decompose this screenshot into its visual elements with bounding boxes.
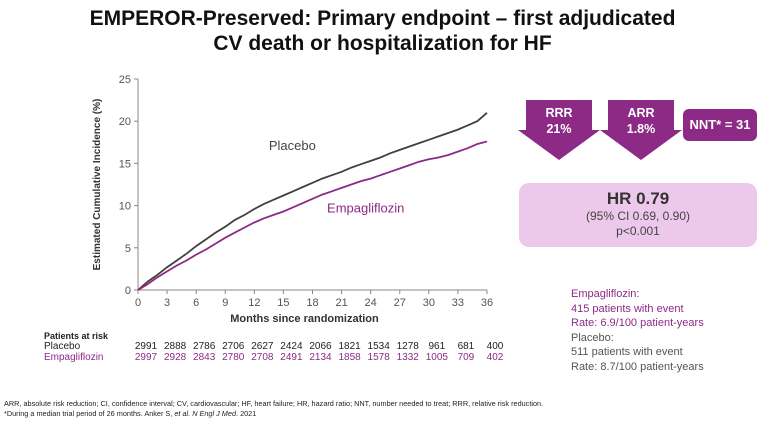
x-tick-label: 3 — [164, 297, 170, 309]
hazard-ratio-box: HR 0.79 (95% CI 0.69, 0.90) p<0.001 — [519, 183, 757, 247]
placebo-rate: Rate: 8.7/100 patient-years — [571, 360, 704, 373]
rrr-badge: RRR 21% — [518, 100, 600, 160]
risk-table-title: Patients at risk — [44, 331, 109, 341]
placebo-stats-label: Placebo: — [571, 331, 614, 344]
footnote-ref-journal: et al. N Engl J Med — [174, 409, 237, 418]
risk-cell: 681 — [457, 341, 475, 352]
risk-cell: 2134 — [309, 352, 332, 363]
series-line-placebo — [137, 112, 488, 291]
risk-cell: 1821 — [338, 341, 361, 352]
empa-stats-label: Empagliflozin: — [571, 288, 640, 300]
confidence-interval: (95% CI 0.69, 0.90) — [585, 209, 691, 223]
x-tick-label: 27 — [394, 297, 406, 309]
y-axis-label: Estimated Cumulative Incidence (%) — [92, 99, 103, 271]
risk-cell: 402 — [486, 352, 504, 363]
arr-label: ARR — [627, 106, 654, 120]
arr-badge: ARR 1.8% — [600, 100, 682, 160]
x-tick-label: 0 — [135, 297, 141, 309]
page-title: EMPEROR-Preserved: Primary endpoint – fi… — [0, 6, 765, 56]
risk-row-label-placebo: Placebo — [44, 341, 81, 352]
x-tick-label: 33 — [452, 297, 464, 309]
risk-cell: 2991 — [134, 341, 158, 352]
rrr-label: RRR — [545, 106, 572, 120]
arr-value: 1.8% — [627, 122, 656, 136]
risk-row-label-empagliflozin: Empagliflozin — [44, 352, 104, 363]
risk-cell: 2997 — [134, 352, 158, 363]
series-label-placebo: Placebo — [269, 138, 316, 153]
series-label-empagliflozin: Empagliflozin — [327, 200, 404, 215]
footnote-reference: *During a median trial period of 26 mont… — [4, 409, 543, 419]
footnote: ARR, absolute risk reduction; CI, confid… — [4, 399, 543, 419]
risk-cell: 2627 — [251, 341, 274, 352]
risk-cell: 1332 — [396, 352, 419, 363]
y-tick-label: 10 — [119, 201, 131, 213]
placebo-events: 511 patients with event — [571, 346, 683, 358]
x-tick-label: 30 — [423, 297, 435, 309]
title-line-1: EMPEROR-Preserved: Primary endpoint – fi… — [89, 7, 676, 30]
x-tick-label: 9 — [222, 297, 228, 309]
y-tick-label: 20 — [119, 116, 131, 128]
x-tick-label: 21 — [335, 297, 347, 309]
rrr-arrow-icon: RRR 21% — [518, 100, 600, 160]
nnt-badge: NNT* = 31 — [683, 109, 757, 141]
hazard-ratio-value: HR 0.79 — [606, 189, 670, 208]
footnote-ref-suffix: . 2021 — [236, 409, 257, 418]
arr-arrow-icon: ARR 1.8% — [600, 100, 682, 160]
x-axis-label: Months since randomization — [230, 313, 379, 325]
event-stats: Empagliflozin: 415 patients with event R… — [571, 287, 704, 374]
y-tick-label: 5 — [125, 243, 131, 255]
risk-cell: 2888 — [163, 341, 187, 352]
y-tick-label: 25 — [119, 74, 131, 86]
x-tick-label: 18 — [306, 297, 318, 309]
x-tick-label: 36 — [481, 297, 493, 309]
risk-cell: 2708 — [251, 352, 274, 363]
risk-cell: 2843 — [193, 352, 216, 363]
y-tick-label: 15 — [119, 158, 131, 170]
risk-cell: 1578 — [367, 352, 390, 363]
x-tick-label: 24 — [365, 297, 377, 309]
empa-events: 415 patients with event — [571, 302, 684, 315]
risk-cell: 709 — [457, 352, 475, 363]
risk-cell: 2424 — [280, 341, 303, 352]
empa-rate: Rate: 6.9/100 patient-years — [571, 317, 704, 329]
risk-cell: 2780 — [222, 352, 245, 363]
x-tick-label: 15 — [277, 297, 289, 309]
risk-cell: 2786 — [193, 341, 216, 352]
risk-cell: 2066 — [309, 341, 332, 352]
risk-cell: 2491 — [280, 352, 303, 363]
footnote-abbreviations: ARR, absolute risk reduction; CI, confid… — [4, 399, 544, 408]
risk-cell: 1858 — [338, 352, 361, 363]
risk-cell: 961 — [428, 341, 446, 352]
title-line-2: CV death or hospitalization for HF — [213, 32, 552, 55]
x-tick-label: 6 — [193, 297, 199, 309]
rrr-value: 21% — [546, 122, 571, 136]
risk-cell: 1005 — [425, 352, 448, 363]
risk-cell: 400 — [486, 341, 504, 352]
p-value: p<0.001 — [616, 224, 660, 238]
risk-cell: 1278 — [396, 341, 419, 352]
risk-cell: 1534 — [367, 341, 390, 352]
x-tick-label: 12 — [248, 297, 260, 309]
risk-cell: 2706 — [222, 341, 245, 352]
series-line-empagliflozin — [137, 140, 488, 291]
footnote-ref-prefix: *During a median trial period of 26 mont… — [4, 409, 175, 418]
y-tick-label: 0 — [125, 285, 131, 297]
risk-cell: 2928 — [163, 352, 187, 363]
